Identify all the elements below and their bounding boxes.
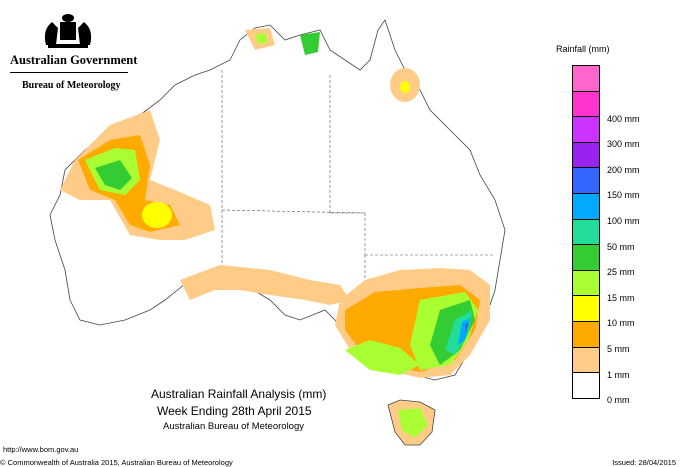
legend-label: 300 mm [607, 139, 640, 150]
legend-label: 400 mm [607, 113, 640, 124]
wa-rain-25mm [95, 160, 132, 190]
nt-rain-25mm [300, 32, 320, 55]
legend-swatch [572, 90, 600, 118]
south-rain-1mm [180, 265, 350, 305]
legend-swatch [572, 269, 600, 297]
vic-rain-15mm [345, 340, 420, 375]
legend-swatch [572, 65, 600, 92]
qld-rain-10mm [400, 81, 410, 93]
bom-logo [8, 10, 138, 50]
legend-label: 100 mm [607, 216, 640, 226]
legend-swatch [572, 141, 600, 169]
legend-swatch [572, 244, 600, 271]
legend-label: 15 mm [607, 292, 635, 303]
legend-swatch [572, 295, 600, 322]
legend-swatch [572, 320, 600, 348]
legend-label: 150 mm [607, 190, 640, 201]
footer-issued: Issued: 28/04/2015 [612, 458, 676, 467]
map-title: Australian Rainfall Analysis (mm) [151, 387, 327, 401]
legend-label: 25 mm [607, 267, 635, 278]
nt-rain-15mm [255, 33, 268, 44]
logo-divider [10, 72, 128, 73]
tas-rain-15mm [398, 408, 428, 438]
legend-label: 0 mm [607, 395, 630, 406]
legend-swatch [572, 372, 600, 399]
footer-url[interactable]: http://www.bom.gov.au [3, 445, 79, 454]
bureau-name: Bureau of Meteorology [22, 80, 121, 91]
legend-label: 50 mm [607, 241, 635, 252]
map-subtitle: Week Ending 28th April 2015 [157, 404, 312, 418]
legend-label: 10 mm [607, 318, 635, 329]
legend-label: 1 mm [607, 369, 630, 380]
legend-swatch [572, 346, 600, 374]
legend-swatch [572, 167, 600, 194]
se-rain-150mm [465, 322, 469, 335]
legend-swatch [572, 116, 600, 143]
footer-copyright: © Commonwealth of Australia 2015, Austra… [0, 458, 233, 467]
legend-label: 5 mm [607, 344, 630, 354]
legend-title: Rainfall (mm) [556, 44, 610, 54]
coat-of-arms-icon [44, 14, 92, 48]
rainfall-legend [572, 65, 600, 399]
legend-label: 200 mm [607, 164, 640, 175]
government-name: Australian Government [10, 53, 138, 67]
legend-swatch [572, 192, 600, 220]
map-source: Australian Bureau of Meteorology [163, 421, 304, 432]
wa-rain-10mm [142, 202, 172, 228]
legend-swatch [572, 218, 600, 246]
